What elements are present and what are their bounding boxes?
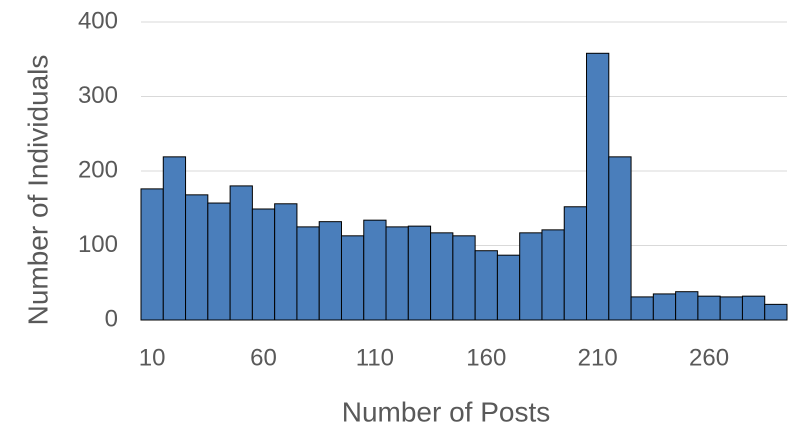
x-tick-label: 110 bbox=[356, 344, 394, 371]
bar bbox=[251, 208, 276, 321]
bar bbox=[741, 295, 766, 321]
bar bbox=[185, 194, 209, 321]
y-tick-label: 100 bbox=[78, 231, 118, 258]
bar bbox=[608, 156, 632, 321]
x-tick-label: 210 bbox=[578, 344, 618, 371]
bar bbox=[719, 296, 743, 321]
y-tick-label: 300 bbox=[78, 82, 118, 109]
bar bbox=[207, 202, 231, 321]
bar bbox=[563, 206, 588, 321]
bar bbox=[296, 226, 320, 321]
bar bbox=[162, 156, 187, 321]
x-tick-label: 260 bbox=[689, 344, 729, 371]
bar bbox=[430, 232, 454, 321]
bar bbox=[764, 303, 788, 321]
bar bbox=[318, 221, 342, 321]
bar bbox=[675, 291, 699, 321]
bar bbox=[519, 232, 543, 321]
y-tick-label: 400 bbox=[78, 7, 118, 34]
bar bbox=[630, 296, 654, 321]
bar bbox=[474, 250, 498, 321]
bar bbox=[229, 185, 253, 321]
bar bbox=[274, 203, 298, 321]
bar bbox=[541, 229, 565, 321]
y-tick-label: 200 bbox=[78, 156, 118, 183]
bar bbox=[452, 235, 476, 321]
bar bbox=[407, 225, 432, 321]
x-tick-label: 60 bbox=[250, 344, 277, 371]
x-tick-label: 10 bbox=[139, 344, 166, 371]
bar bbox=[496, 254, 521, 321]
bar bbox=[586, 52, 610, 321]
bar bbox=[363, 219, 387, 321]
x-axis-title: Number of Posts bbox=[342, 396, 551, 427]
bar bbox=[697, 295, 721, 321]
bar bbox=[385, 226, 409, 321]
bar bbox=[140, 188, 164, 321]
x-tick-label: 160 bbox=[466, 344, 506, 371]
y-axis-title: Number of Individuals bbox=[22, 55, 53, 326]
bar bbox=[652, 293, 677, 321]
y-tick-label: 0 bbox=[105, 305, 118, 332]
bar bbox=[340, 235, 365, 321]
